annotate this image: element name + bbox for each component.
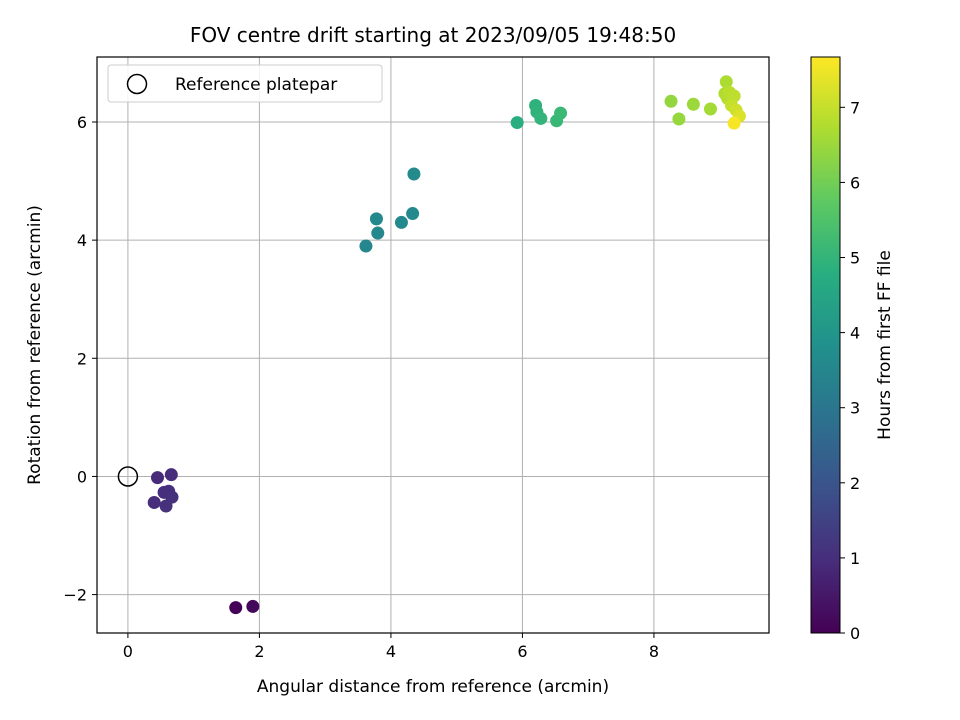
data-point (359, 239, 373, 253)
colorbar-tick-label: 2 (850, 474, 860, 493)
data-point (510, 116, 524, 130)
data-point (703, 102, 717, 116)
legend-label: Reference platepar (175, 75, 337, 95)
colorbar-gradient (810, 56, 841, 634)
colorbar-tick-label: 4 (850, 324, 860, 343)
x-tick-label: 2 (254, 642, 264, 661)
y-tick-label: −2 (63, 586, 87, 605)
y-tick-label: 4 (77, 231, 87, 250)
data-point (164, 468, 178, 482)
x-tick-label: 6 (517, 642, 527, 661)
data-point (534, 111, 548, 125)
data-point (150, 471, 164, 485)
y-tick-label: 6 (77, 113, 87, 132)
x-tick-label: 0 (123, 642, 133, 661)
colorbar-tick-label: 7 (850, 98, 860, 117)
legend-box (107, 64, 383, 103)
reference-marker (117, 466, 139, 487)
data-point (406, 207, 420, 221)
data-point (246, 599, 260, 613)
chart-title: FOV centre drift starting at 2023/09/05 … (190, 23, 676, 47)
data-point (394, 215, 408, 229)
x-tick-label: 4 (386, 642, 396, 661)
colorbar-tick-label: 6 (850, 173, 860, 192)
data-point (371, 226, 385, 240)
data-point (727, 116, 741, 130)
data-point (672, 112, 686, 126)
y-axis-label: Rotation from reference (arcmin) (25, 205, 45, 485)
y-tick-label: 2 (77, 349, 87, 368)
legend-marker-icon (126, 73, 148, 95)
colorbar-tick-label: 1 (850, 549, 860, 568)
data-point (664, 94, 678, 108)
data-point (147, 495, 161, 509)
x-tick-label: 8 (649, 642, 659, 661)
data-points (147, 75, 746, 615)
data-point (554, 106, 568, 120)
plot-frame (96, 56, 770, 634)
colorbar-tick-label: 3 (850, 399, 860, 418)
data-point (369, 212, 383, 226)
colorbar-label: Hours from first FF file (875, 250, 895, 440)
colorbar-tick-label: 5 (850, 249, 860, 268)
colorbar-tick-label: 0 (850, 624, 860, 643)
y-axis-ticks: −2 0 2 4 6 (63, 113, 97, 605)
data-point (159, 499, 173, 513)
data-point (407, 167, 421, 181)
grid-lines (97, 57, 769, 633)
x-axis-label: Angular distance from reference (arcmin) (257, 677, 609, 697)
colorbar: 0 1 2 3 4 5 6 7 Hours from first FF file (810, 56, 895, 643)
data-point (719, 75, 733, 89)
colorbar-ticks: 0 1 2 3 4 5 6 7 (840, 98, 860, 643)
x-axis-ticks: 0 2 4 6 8 (123, 633, 659, 661)
legend: Reference platepar (107, 64, 383, 103)
data-point (229, 601, 243, 615)
data-point (686, 97, 700, 111)
y-tick-label: 0 (77, 467, 87, 486)
